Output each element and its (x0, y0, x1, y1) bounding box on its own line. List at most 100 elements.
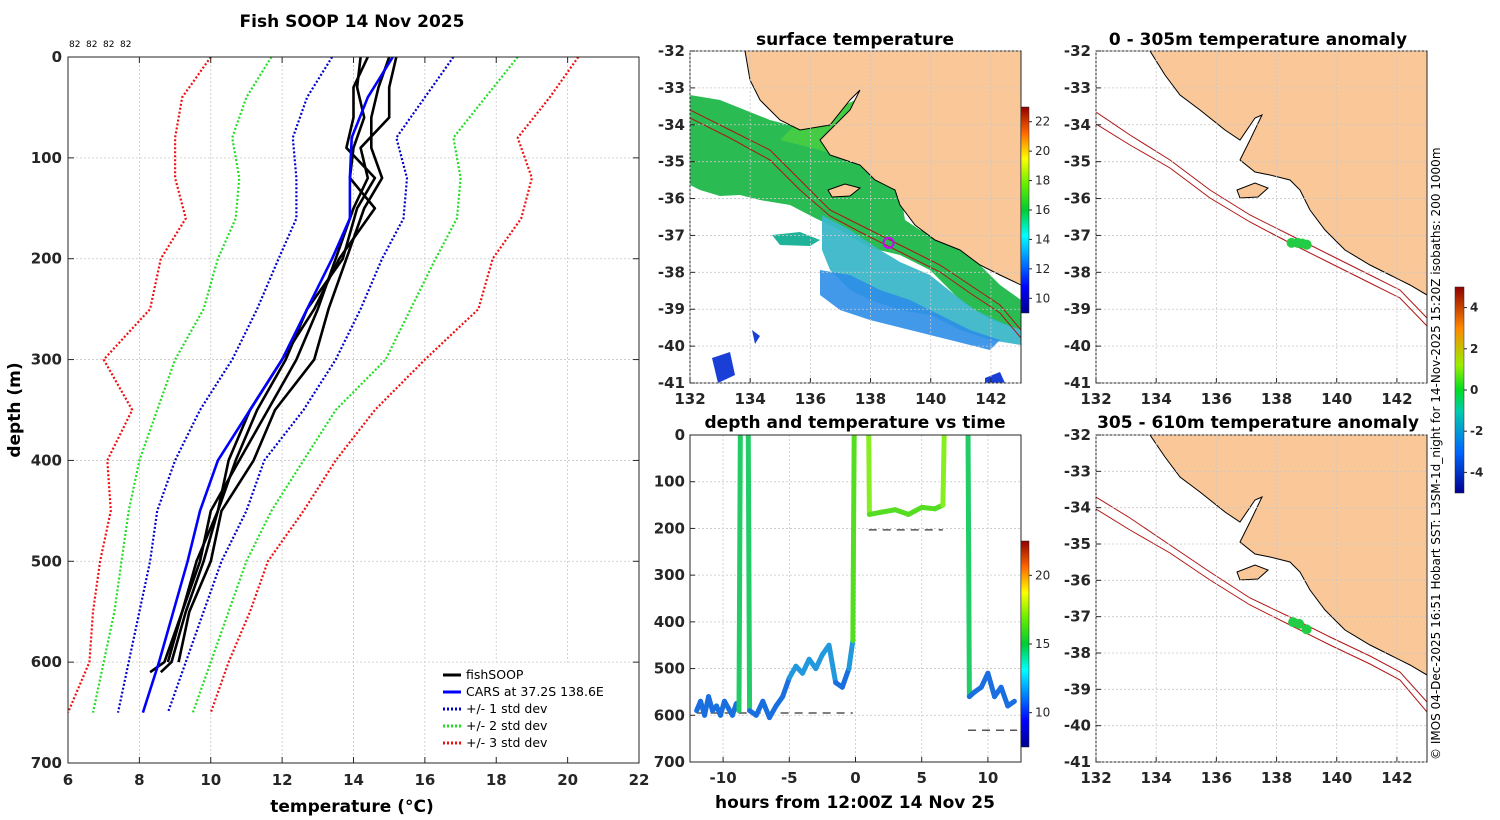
legend-item-sd1: +/- 1 std dev (443, 701, 548, 716)
x-tick-label: 136 (795, 390, 826, 408)
y-tick-label: -41 (658, 374, 685, 392)
x-tick-label: 142 (1381, 390, 1412, 408)
sst-title: surface temperature (756, 30, 954, 50)
sst-map (690, 51, 1021, 383)
sst-colorbar (1020, 106, 1030, 314)
y-tick-label: -36 (1064, 571, 1091, 589)
y-tick-label: -40 (1064, 717, 1091, 735)
y-tick-label: 500 (654, 660, 685, 678)
std-dev-line (91, 57, 273, 713)
colorbar-tick-label: 16 (1035, 203, 1050, 217)
y-tick-label: 200 (31, 250, 62, 268)
y-tick-label: -34 (1064, 499, 1091, 517)
anom2-points (1288, 617, 1312, 635)
y-tick-label: 100 (31, 149, 62, 167)
anom1-isobath-1000 (1096, 123, 1427, 327)
sst-colorbar-ticks: 10 12 14 16 18 20 22 (1029, 115, 1050, 305)
time-panel: depth and temperature vs time -10 -5 0 5 10 0… (654, 413, 1051, 813)
y-tick-label: -36 (658, 190, 685, 208)
colorbar-tick-label: 0 (1470, 383, 1478, 397)
x-tick-label: 12 (272, 771, 293, 789)
y-tick-label: -38 (1064, 263, 1091, 281)
colorbar-tick-label: 10 (1035, 706, 1050, 720)
depth-trace-segment (846, 638, 856, 672)
time-colorbar-ticks: 10 15 20 (1029, 568, 1050, 720)
anom2-isobath-200 (1096, 496, 1427, 703)
depth-trace-segment (940, 435, 947, 508)
legend-label: +/- 1 std dev (466, 701, 548, 716)
x-tick-label: 136 (1201, 390, 1232, 408)
x-tick-label: -5 (781, 769, 798, 787)
x-tick-label: 14 (343, 771, 364, 789)
y-tick-label: 0 (675, 426, 685, 444)
y-tick-label: -32 (658, 42, 685, 60)
profile-ylabel: depth (m) (5, 362, 25, 457)
legend-label: fishSOOP (466, 667, 524, 682)
anom1-title: 0 - 305m temperature anomaly (1109, 30, 1407, 50)
time-xlabel: hours from 12:00Z 14 Nov 25 (715, 793, 995, 813)
y-tick-label: -41 (1064, 753, 1091, 771)
x-tick-label: 138 (1261, 390, 1292, 408)
colorbar-tick-label: 22 (1035, 115, 1050, 129)
sst-swath-cyan (822, 215, 1021, 345)
x-tick-label: 0 (850, 769, 860, 787)
x-tick-label: 136 (1201, 769, 1232, 787)
y-tick-label: -38 (1064, 644, 1091, 662)
depth-trace-segment (965, 435, 972, 700)
x-tick-label: 138 (1261, 769, 1292, 787)
anom2-ticks: 132 134 136 138 140 142 -32 -33 -34 -35 -36 -37 -38 -… (1064, 426, 1427, 787)
x-tick-label: 5 (916, 769, 926, 787)
anom1-ticks: 132 134 136 138 140 142 -32 -33 -34 -35 -36 -37 -38 -… (1064, 42, 1427, 408)
colorbar-tick-label: 20 (1035, 144, 1050, 158)
depth-trace-segment (998, 684, 1011, 709)
anom1-map (1096, 51, 1427, 383)
anom2-title: 305 - 610m temperature anomaly (1097, 413, 1419, 433)
y-tick-label: 700 (654, 753, 685, 771)
y-tick-label: 600 (31, 653, 62, 671)
x-tick-label: 22 (629, 771, 650, 789)
y-tick-label: -36 (1064, 190, 1091, 208)
y-tick-label: -33 (658, 79, 685, 97)
profile-title: Fish SOOP 14 Nov 2025 (240, 12, 465, 32)
std-dev-line (116, 57, 334, 713)
count-label: 82 (120, 40, 131, 50)
depth-trace-segment (1005, 698, 1017, 709)
x-tick-label: 8 (134, 771, 144, 789)
profile-ticks: 6 8 10 12 14 16 18 20 22 0 100 200 300 400 500 600 700 (31, 48, 650, 789)
y-tick-label: -34 (1064, 116, 1091, 134)
legend-item-sd2: +/- 2 std dev (443, 718, 548, 733)
y-tick-label: 600 (654, 706, 685, 724)
profile-grid (68, 57, 639, 763)
y-tick-label: -32 (1064, 42, 1091, 60)
anom2-map (1096, 435, 1427, 762)
sst-panel: surface temperature 132 134 136 138 140 142 -3… (658, 30, 1050, 408)
anomaly-colorbar-ticks: -4 -2 0 2 4 (1464, 301, 1483, 479)
y-tick-label: -38 (658, 263, 685, 281)
y-tick-label: -39 (658, 300, 685, 318)
x-tick-label: -10 (710, 769, 737, 787)
time-bottom-markers (696, 529, 1018, 731)
y-tick-label: 200 (654, 519, 685, 537)
y-tick-label: -33 (1064, 462, 1091, 480)
count-label: 82 (69, 40, 80, 50)
depth-trace-segment (839, 666, 852, 690)
x-tick-label: 138 (855, 390, 886, 408)
time-title: depth and temperature vs time (705, 413, 1006, 433)
y-tick-label: -35 (1064, 535, 1091, 553)
anom1-panel: 0 - 305m temperature anomaly 132 134 136 13… (1064, 30, 1428, 408)
time-colorbar (1020, 540, 1030, 748)
y-tick-label: -40 (1064, 337, 1091, 355)
count-label: 82 (86, 40, 97, 50)
anomaly-point (1294, 618, 1305, 629)
x-tick-label: 142 (975, 390, 1006, 408)
y-tick-label: 400 (31, 451, 62, 469)
anom2-island (1236, 564, 1269, 581)
colorbar-tick-label: -2 (1470, 424, 1483, 438)
sst-land (744, 51, 1021, 286)
colorbar-tick-label: 4 (1470, 301, 1478, 315)
x-tick-label: 134 (1141, 390, 1172, 408)
legend-label: +/- 2 std dev (466, 718, 548, 733)
x-tick-label: 10 (200, 771, 221, 789)
x-tick-label: 18 (486, 771, 507, 789)
x-tick-label: 20 (557, 771, 578, 789)
